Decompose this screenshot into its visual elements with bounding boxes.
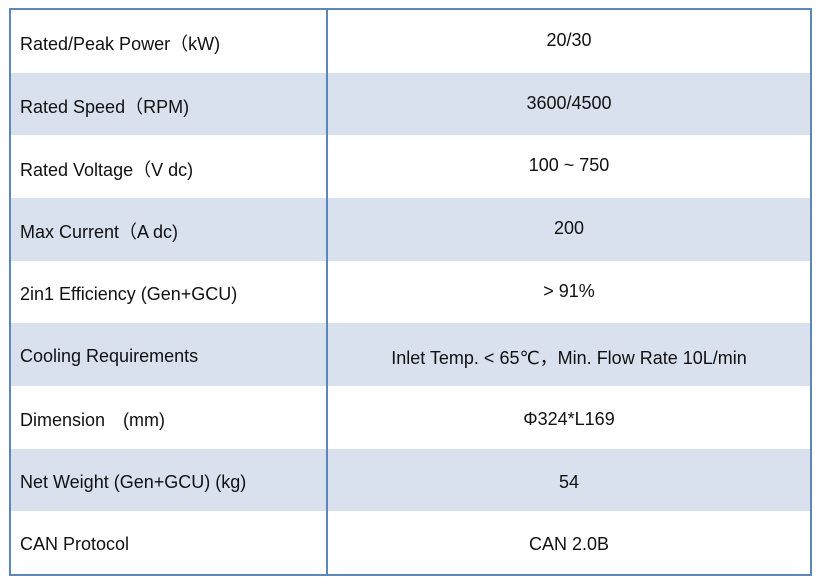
spec-row-max-current: Max Current（A dc) 200 — [11, 198, 810, 261]
spec-label: 2in1 Efficiency (Gen+GCU) — [11, 260, 328, 324]
spec-value: 100 ~ 750 — [528, 155, 610, 176]
spec-label: Max Current（A dc) — [11, 198, 328, 261]
spec-row-efficiency: 2in1 Efficiency (Gen+GCU) > 91% — [11, 260, 810, 324]
spec-row-can-protocol: CAN Protocol CAN 2.0B — [11, 511, 810, 575]
spec-label: CAN Protocol — [11, 511, 328, 575]
spec-row-cooling-requirements: Cooling Requirements Inlet Temp. < 65℃，M… — [11, 323, 810, 387]
spec-label: Dimension (mm) — [11, 386, 328, 449]
spec-value: 200 — [553, 218, 585, 239]
spec-label: Rated/Peak Power（kW) — [11, 10, 328, 73]
spec-label: Cooling Requirements — [11, 323, 328, 387]
spec-label: Rated Voltage（V dc) — [11, 135, 328, 199]
spec-row-rated-peak-power: Rated/Peak Power（kW) 20/30 — [11, 10, 810, 73]
spec-value: 20/30 — [546, 30, 592, 50]
spec-value: 3600/4500 — [526, 92, 612, 113]
spec-label: Rated Speed（RPM) — [11, 72, 328, 136]
spec-row-net-weight: Net Weight (Gen+GCU) (kg) 54 — [11, 448, 810, 512]
spec-table: Rated/Peak Power（kW) 20/30 Rated Speed（R… — [9, 8, 812, 576]
spec-value: > 91% — [543, 280, 595, 301]
spec-row-rated-voltage: Rated Voltage（V dc) 100 ~ 750 — [11, 135, 810, 199]
spec-row-dimension: Dimension (mm) Φ324*L169 — [11, 386, 810, 449]
spec-label: Net Weight (Gen+GCU) (kg) — [11, 448, 328, 512]
spec-value: Inlet Temp. < 65℃，Min. Flow Rate 10L/min — [391, 347, 747, 368]
spec-value: Φ324*L169 — [523, 408, 615, 429]
spec-value: 54 — [558, 471, 580, 492]
spec-row-rated-speed: Rated Speed（RPM) 3600/4500 — [11, 72, 810, 136]
spec-value: CAN 2.0B — [528, 534, 610, 555]
